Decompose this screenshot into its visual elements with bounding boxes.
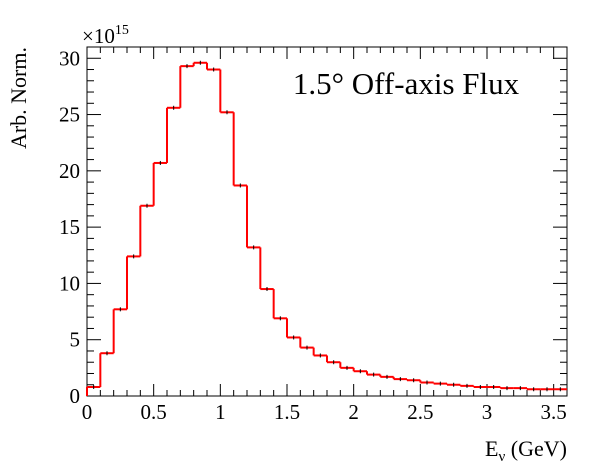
x-label-sub: ν	[499, 449, 506, 465]
exponent-power: 15	[115, 23, 129, 38]
x-tick-labels: 0 0.5 1 1.5 2 2.5 3 3.5	[82, 400, 567, 424]
y-tick-labels: 0 5 10 15 20 25 30	[59, 46, 80, 408]
exponent-base: ×10	[82, 24, 115, 48]
y-axis-label: Arb. Norm.	[6, 47, 31, 149]
x-tick-label: 3	[482, 400, 493, 424]
x-tick-label: 2.5	[407, 400, 433, 424]
y-tick-label: 20	[59, 159, 80, 183]
y-exponent: ×1015	[82, 23, 129, 48]
x-label-main: E	[485, 436, 498, 461]
x-tick-label: 1	[215, 400, 226, 424]
y-tick-label: 0	[70, 384, 81, 408]
x-tick-label: 3.5	[541, 400, 567, 424]
axis-ticks	[86, 46, 568, 397]
y-tick-label: 15	[59, 215, 80, 239]
x-tick-label: 0	[82, 400, 93, 424]
x-tick-label: 1.5	[274, 400, 300, 424]
y-tick-label: 5	[70, 328, 81, 352]
svg-text:Eν (GeV): Eν (GeV)	[485, 436, 567, 465]
svg-text:×1015: ×1015	[82, 23, 129, 48]
chart-title: 1.5° Off-axis Flux	[293, 66, 520, 101]
y-tick-label: 25	[59, 103, 80, 127]
x-axis-label: Eν (GeV)	[485, 436, 567, 465]
x-label-unit: (GeV)	[505, 436, 567, 461]
x-tick-label: 2	[348, 400, 359, 424]
x-tick-label: 0.5	[141, 400, 167, 424]
y-tick-label: 10	[59, 271, 80, 295]
y-tick-label: 30	[59, 46, 80, 70]
histogram-bins	[86, 60, 567, 396]
